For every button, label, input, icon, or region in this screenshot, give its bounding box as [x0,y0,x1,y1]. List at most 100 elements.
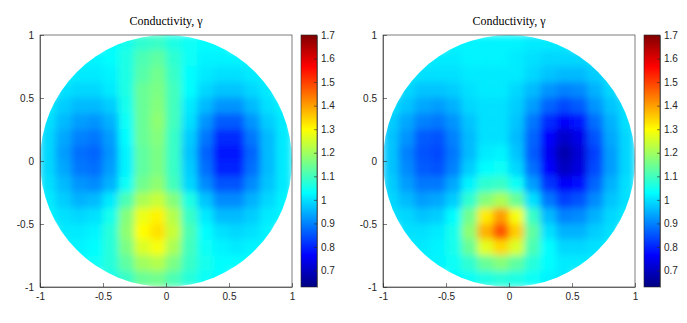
heat-cell [588,98,604,114]
heat-cell [446,82,462,98]
heat-cell [525,130,541,146]
heat-cell [604,224,620,240]
heat-cell [103,208,119,224]
heat-cell [415,114,431,130]
heat-cell [430,67,446,83]
heat-cell [462,82,478,98]
x-axis: -1-0.500.51 [36,283,296,302]
heat-cell [40,145,56,161]
heat-cell [198,177,214,193]
colorbar-axis-tick-mark [314,35,317,36]
plot-frame [40,35,292,287]
heat-cell [619,98,635,114]
heat-cell [198,240,214,256]
heat-cell [150,35,166,51]
heat-cell [182,240,198,256]
heat-cell [229,193,245,209]
heat-cell [119,51,135,67]
heat-cell [478,98,494,114]
heat-cell [87,177,103,193]
heat-cell [525,67,541,83]
heat-cell [135,224,151,240]
heat-cell [245,114,261,130]
heat-cell [509,271,525,287]
colorbar-ramp [644,35,660,287]
heat-cell [462,177,478,193]
heat-cell [446,177,462,193]
heat-cell [40,161,56,177]
heat-cell [572,240,588,256]
heat-cell [245,177,261,193]
heat-cell [56,240,72,256]
heat-cell [261,67,277,83]
heat-cell [87,224,103,240]
heat-cell [166,145,182,161]
colorbar-axis-tick-mark [314,271,317,272]
heat-cell [229,51,245,67]
heat-cell [182,256,198,272]
heat-cell [198,224,214,240]
colorbar-axis-tick-mark [657,129,660,130]
x-axis-tick-label: 0 [507,291,513,302]
colorbar-axis-tick-mark [657,153,660,154]
heat-cell [198,256,214,272]
heat-cell [462,145,478,161]
disk [383,35,635,287]
heat-cell [135,161,151,177]
heat-cell [213,82,229,98]
heat-cell [604,240,620,256]
heat-cell [213,130,229,146]
heat-cell [493,224,509,240]
plot-area [40,35,292,287]
x-axis-tick-mark [572,283,573,287]
heat-cell [572,208,588,224]
heat-cell [182,177,198,193]
heat-cell [166,177,182,193]
colorbar-axis-tick: 1.7 [314,30,335,41]
heat-cell [229,82,245,98]
colorbar-axis-tick-label: 1.4 [664,100,678,111]
heat-cell [556,98,572,114]
heat-cell [166,256,182,272]
heat-cell [150,271,166,287]
heat-cell [478,193,494,209]
colorbar-axis-tick-mark [657,82,660,83]
heat-cell [229,114,245,130]
heat-cell [619,145,635,161]
heat-cell [541,256,557,272]
x-axis-tick-mark [229,283,230,287]
colorbar-axis-tick: 1.1 [657,171,678,182]
heat-cell [619,130,635,146]
heat-cell [56,82,72,98]
heat-cell [462,240,478,256]
heat-cell [119,177,135,193]
heat-cell [399,240,415,256]
heat-cell [478,240,494,256]
heat-cell [525,208,541,224]
colorbar-axis-tick-label: 0.8 [664,242,678,253]
panel: -1-0.500.51-1-0.500.51Conductivity, γ0.7… [17,14,336,302]
heat-cell [383,208,399,224]
heat-cell [462,224,478,240]
heat-cell [103,193,119,209]
heat-cell [119,271,135,287]
heat-cell [415,208,431,224]
heat-cell [556,51,572,67]
heat-cell [166,208,182,224]
heat-cell [462,161,478,177]
heat-cell [430,193,446,209]
heat-cell [525,177,541,193]
colorbar-axis-tick: 1.4 [314,100,335,111]
heat-cell [56,145,72,161]
heat-cell [245,98,261,114]
heat-cell [182,224,198,240]
heat-cell [166,224,182,240]
heat-cell [541,208,557,224]
heat-cell [525,51,541,67]
heat-cell [135,240,151,256]
heat-cell [462,35,478,51]
heat-cell [493,208,509,224]
y-axis-tick-label: 0 [28,156,34,167]
heat-cell [556,145,572,161]
colorbar-axis-tick: 1.3 [314,124,335,135]
